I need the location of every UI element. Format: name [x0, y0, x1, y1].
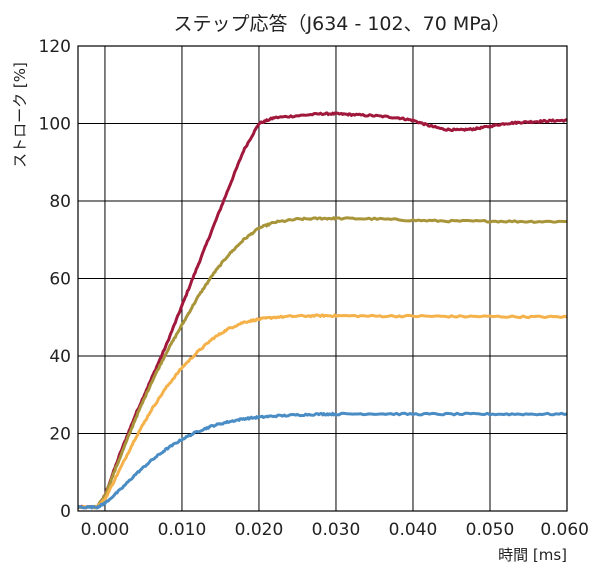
x-axis-label: 時間 [ms] — [498, 546, 567, 564]
series-line-2 — [77, 216, 568, 510]
x-tick-label: 0.010 — [158, 520, 207, 540]
y-tick-label: 60 — [49, 270, 71, 290]
y-tick-labels: 0 20 40 60 80 100 120 — [39, 37, 71, 522]
y-tick-label: 120 — [39, 37, 71, 57]
plot-frame — [77, 45, 568, 512]
x-tick-label: 0.060 — [540, 520, 589, 540]
series-line-1 — [77, 111, 568, 510]
y-tick-label: 80 — [49, 192, 71, 212]
y-axis-label: ストローク [%] — [11, 62, 29, 168]
x-tick-label: 0.040 — [389, 520, 438, 540]
x-tick-label: 0.050 — [466, 520, 515, 540]
y-tick-label: 0 — [60, 502, 71, 522]
x-tick-label: 0.000 — [81, 520, 130, 540]
series-line-3 — [77, 313, 568, 510]
x-tick-label: 0.030 — [312, 520, 361, 540]
x-tick-label: 0.020 — [235, 520, 284, 540]
y-tick-label: 40 — [49, 347, 71, 367]
y-tick-label: 20 — [49, 425, 71, 445]
y-tick-label: 100 — [39, 115, 71, 135]
x-tick-labels: 0.000 0.010 0.020 0.030 0.040 0.050 0.060 — [81, 520, 589, 540]
series-lines — [77, 111, 568, 510]
series-line-4 — [77, 411, 568, 510]
chart-title: ステップ応答（J634 - 102、70 MPa） — [174, 13, 511, 35]
